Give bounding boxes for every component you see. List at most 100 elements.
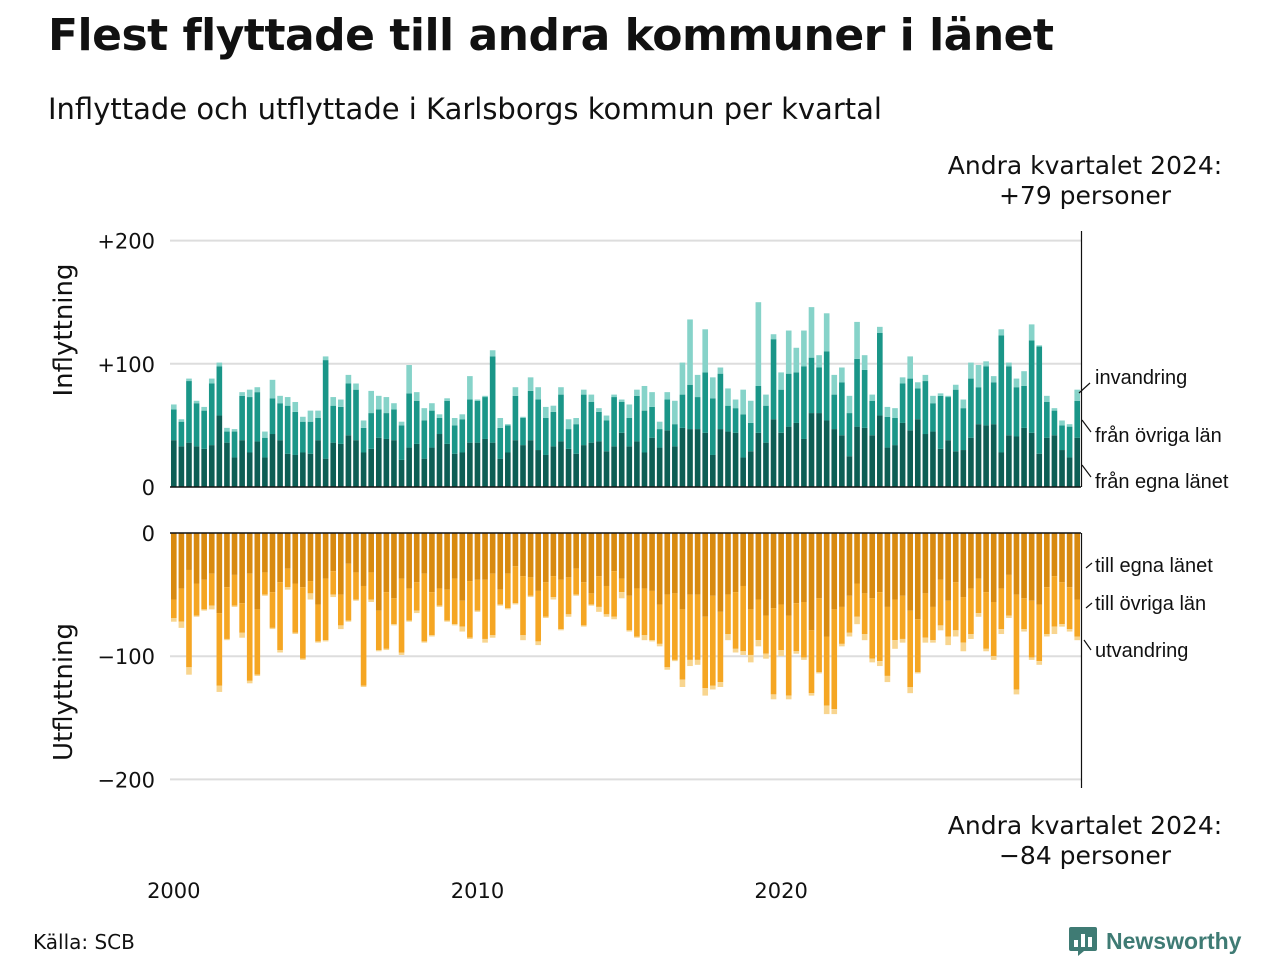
inflow-bar — [489, 356, 496, 443]
outflow-bar — [702, 533, 709, 617]
inflow-bar — [231, 457, 238, 487]
inflow-bar — [292, 411, 299, 455]
inflow-bar — [398, 459, 405, 487]
outflow-bar — [702, 688, 709, 696]
inflow-bar — [778, 432, 784, 487]
inflow-bar — [770, 334, 777, 340]
inflow-bar — [542, 454, 549, 487]
inflow-bar — [732, 399, 739, 409]
outflow-bar — [672, 659, 678, 662]
inflow-bar — [216, 366, 223, 416]
inflow-bar — [444, 400, 450, 444]
inflow-bar — [1059, 420, 1065, 426]
inflow-bar — [201, 448, 207, 487]
outflow-bar — [459, 600, 466, 627]
outflow-bar — [482, 579, 488, 639]
inflow-bar — [246, 397, 253, 453]
inflow-bar — [224, 431, 230, 443]
outflow-bar — [990, 533, 997, 602]
outflow-bar — [899, 533, 906, 596]
inflow-bar — [436, 434, 443, 487]
inflow-bar — [846, 413, 853, 457]
outflow-bar — [1021, 533, 1027, 599]
outflow-bar — [489, 635, 496, 638]
outflow-bar — [672, 593, 678, 660]
outflow-bar — [960, 642, 967, 652]
inflow-bar — [520, 418, 526, 446]
outflow-bar — [763, 653, 769, 659]
outflow-bar — [527, 595, 534, 598]
outflow-bar — [983, 533, 989, 593]
outflow-bar — [793, 651, 800, 654]
inflow-bar — [960, 450, 967, 487]
newsworthy-logo-icon — [1069, 927, 1097, 956]
inflow-bar — [975, 424, 982, 487]
outflow-bar — [884, 606, 891, 676]
inflow-bar — [641, 452, 648, 487]
inflow-bar — [512, 395, 519, 441]
outflow-bar — [626, 630, 633, 632]
inflow-bar — [588, 442, 595, 487]
outflow-bar — [1036, 533, 1043, 605]
outflow-bar — [808, 693, 815, 696]
inflow-bar — [914, 382, 921, 389]
inflow-bar — [831, 394, 838, 430]
outflow-bar — [672, 533, 678, 594]
outflow-bar — [459, 533, 466, 601]
outflow-bar — [482, 638, 488, 643]
outflow-bar — [1066, 587, 1073, 630]
outflow-bar — [421, 641, 428, 643]
outflow-bar — [687, 594, 693, 660]
inflow-bar — [634, 441, 640, 487]
inflow-bar — [1066, 426, 1073, 458]
outflow-bar — [489, 573, 496, 636]
outflow-bar — [975, 533, 982, 579]
inflow-bar — [694, 429, 701, 487]
outflow-bar — [542, 533, 549, 583]
inflow-bar — [846, 395, 853, 414]
inflow-bar — [603, 415, 610, 421]
inflow-bar — [1028, 340, 1035, 433]
inflow-bar — [823, 313, 830, 352]
inflow-bar — [193, 403, 200, 447]
outflow-bar — [398, 652, 405, 655]
inflow-bar — [254, 392, 261, 442]
outflow-bar — [497, 604, 504, 606]
outflow-bar — [649, 640, 655, 642]
outflow-bar — [565, 533, 572, 578]
outflow-bar — [375, 610, 382, 651]
outflow-bar — [1074, 599, 1081, 637]
outflow-bar — [747, 609, 754, 655]
outflow-bar — [170, 618, 177, 622]
inflow-bar — [406, 447, 412, 487]
outflow-bar — [869, 658, 876, 663]
inflow-bar — [345, 435, 352, 487]
inflow-bar — [398, 421, 405, 426]
outflow-bar — [353, 599, 359, 601]
inflow-bar — [861, 355, 868, 370]
inflow-bar — [975, 387, 982, 425]
outflow-bar — [990, 656, 997, 660]
inflow-bar — [899, 377, 906, 384]
latest-outflow-annotation-line2: −84 personer — [998, 841, 1172, 870]
inflow-bar — [1013, 378, 1020, 388]
inflow-bar — [846, 456, 853, 487]
outflow-bar — [755, 599, 762, 641]
outflow-bar — [1006, 574, 1012, 616]
inflow-bar — [869, 400, 876, 436]
outflow-bar — [269, 533, 276, 593]
outflow-bar — [254, 533, 261, 610]
outflow-bar — [178, 621, 185, 628]
inflow-bar — [383, 397, 390, 414]
outflow-bar — [770, 608, 777, 695]
inflow-bar — [793, 347, 800, 373]
outflow-bar — [269, 592, 276, 628]
inflow-bar — [1036, 345, 1043, 347]
latest-inflow-annotation-line1: Andra kvartalet 2024: — [947, 151, 1223, 180]
inflow-bar — [368, 390, 374, 414]
outflow-bar — [664, 594, 671, 668]
outflow-bar — [907, 533, 913, 611]
inflow-bar — [816, 367, 822, 414]
inflow-bar — [315, 410, 321, 419]
outflow-bar — [854, 583, 860, 617]
